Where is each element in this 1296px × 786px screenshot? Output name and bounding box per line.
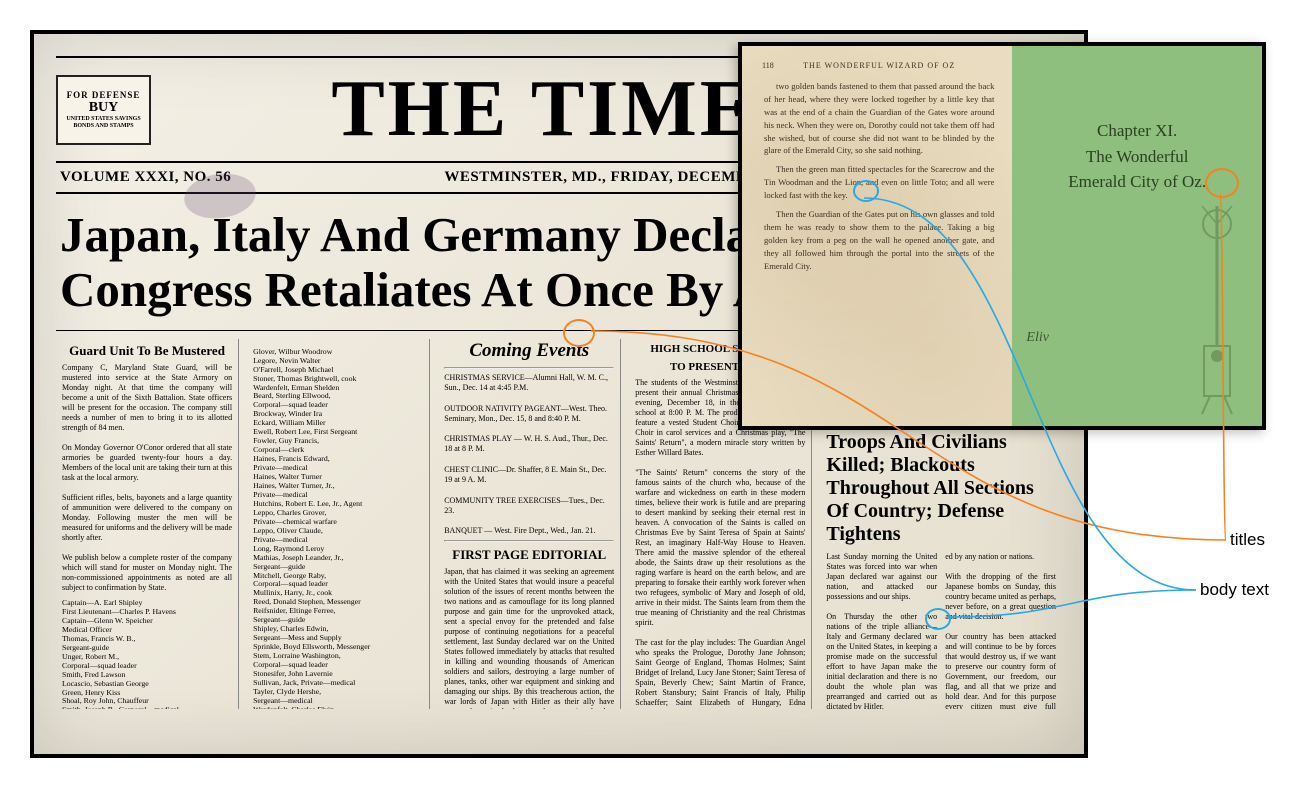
defense-stamp: FOR DEFENSE BUY UNITED STATES SAVINGS BO… xyxy=(56,75,151,145)
coming-events-hdr: Coming Events xyxy=(444,339,614,363)
event-1: CHRISTMAS SERVICE—Alumni Hall, W. M. C.,… xyxy=(444,373,614,393)
col-2: Glover, Wilbur Woodrow Legore, Nevin Wal… xyxy=(247,339,430,709)
book-para-1: two golden bands fastened to them that p… xyxy=(764,80,994,157)
col5-body-a: Last Sunday morning the United States wa… xyxy=(826,552,937,709)
illustrator-signature: Eliv xyxy=(1026,330,1049,346)
col-1: Guard Unit To Be Mustered Company C, Mar… xyxy=(56,339,239,709)
col2-roster: Glover, Wilbur Woodrow Legore, Nevin Wal… xyxy=(253,348,423,709)
book-page-right: Chapter XI. The Wonderful Emerald City o… xyxy=(1012,46,1262,426)
book-page-left: 118 THE WONDERFUL WIZARD OF OZ two golde… xyxy=(742,46,1012,426)
stamp-top: FOR DEFENSE xyxy=(67,90,141,100)
event-4: CHEST CLINIC—Dr. Shaffer, 8 E. Main St.,… xyxy=(444,465,614,485)
event-5: COMMUNITY TREE EXERCISES—Tues., Dec. 23. xyxy=(444,496,614,516)
editorial-title: FIRST PAGE EDITORIAL xyxy=(444,547,614,563)
figure-root: FOR DEFENSE BUY UNITED STATES SAVINGS BO… xyxy=(20,20,1276,766)
editorial-body: Japan, that has claimed it was seeking a… xyxy=(444,567,614,709)
page-number: 118 xyxy=(762,60,774,72)
event-6: BANQUET — West. Fire Dept., Wed., Jan. 2… xyxy=(444,526,614,536)
chapter-line-2: The Wonderful xyxy=(1068,144,1206,170)
stamp-sub: UNITED STATES SAVINGS BONDS AND STAMPS xyxy=(62,116,145,129)
col1-body: Company C, Maryland State Guard, will be… xyxy=(62,363,232,593)
col1-title: Guard Unit To Be Mustered xyxy=(62,343,232,359)
oz-illustration-icon xyxy=(1182,206,1252,416)
book-para-3: Then the Guardian of the Gates put on hi… xyxy=(764,208,994,272)
label-body: body text xyxy=(1200,580,1269,600)
book-panel: 118 THE WONDERFUL WIZARD OF OZ two golde… xyxy=(738,42,1266,430)
col-3: Coming Events CHRISTMAS SERVICE—Alumni H… xyxy=(438,339,621,709)
col1-roster: Captain—A. Earl Shipley First Lieutenant… xyxy=(62,599,232,709)
chapter-heading: Chapter XI. The Wonderful Emerald City o… xyxy=(1068,118,1206,195)
event-3: CHRISTMAS PLAY — W. H. S. Aud., Thur., D… xyxy=(444,434,614,454)
event-2: OUTDOOR NATIVITY PAGEANT—West. Theo. Sem… xyxy=(444,404,614,424)
chapter-line-3: Emerald City of Oz. xyxy=(1068,169,1206,195)
stamp-main: BUY xyxy=(89,100,119,116)
chapter-line-1: Chapter XI. xyxy=(1068,118,1206,144)
running-head: THE WONDERFUL WIZARD OF OZ xyxy=(764,60,994,72)
label-titles: titles xyxy=(1230,530,1265,550)
book-para-2: Then the green man fitted spectacles for… xyxy=(764,163,994,202)
col5-body-b: ed by any nation or nations. With the dr… xyxy=(945,552,1056,709)
